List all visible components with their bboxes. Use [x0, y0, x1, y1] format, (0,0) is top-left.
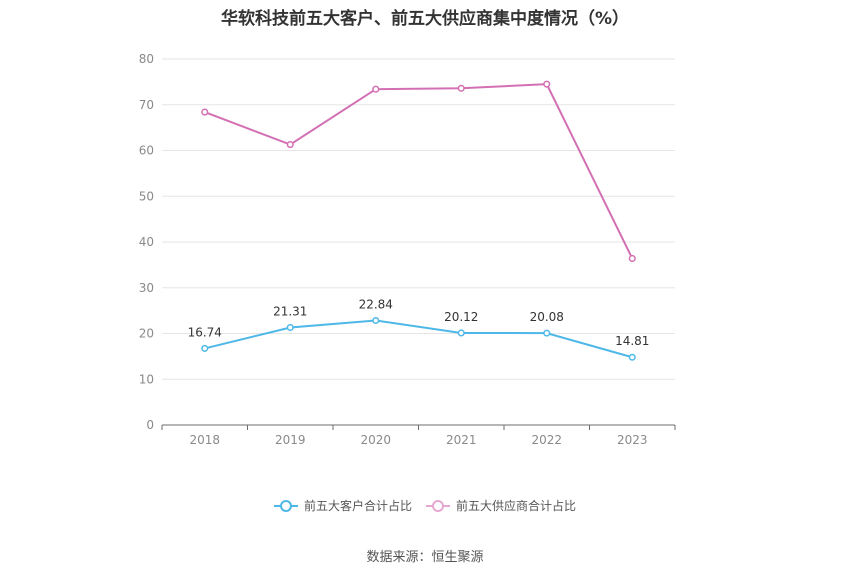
data-point-0-2020[interactable]	[372, 316, 380, 325]
data-point-0-2018[interactable]	[201, 344, 209, 352]
data-point-1-2023[interactable]	[628, 254, 636, 263]
data-point-0-2019[interactable]	[286, 323, 294, 332]
data-point-1-2018[interactable]	[201, 108, 209, 116]
y-tick-label: 50	[139, 189, 154, 203]
x-tick-label-2020: 2020	[360, 433, 391, 447]
axis-layer: 0 10 20 30 40 50 60 70 80 2018 2019 2020 2021 2022 202…	[139, 52, 676, 447]
data-label-0-2019: 21.31	[273, 305, 307, 319]
y-tick-label: 30	[139, 281, 154, 295]
y-tick-label: 60	[139, 144, 154, 158]
legend-item-suppliers[interactable]: 前五大供应商合计占比	[426, 497, 576, 514]
legend-marker-customers-icon	[273, 499, 298, 512]
data-point-1-2019[interactable]	[286, 141, 294, 149]
series-line-1	[204, 83, 634, 259]
data-label-0-2021: 20.12	[444, 310, 478, 324]
data-point-1-2020[interactable]	[372, 85, 380, 93]
legend-item-customers[interactable]: 前五大客户合计占比	[273, 497, 412, 514]
legend: 前五大客户合计占比 前五大供应商合计占比	[0, 497, 850, 514]
y-tick-label: 0	[146, 418, 154, 432]
x-tick-label-2018: 2018	[189, 433, 220, 447]
series-layer	[201, 80, 636, 361]
y-tick-label: 70	[139, 98, 154, 112]
data-point-0-2023[interactable]	[628, 353, 636, 361]
y-tick-label: 40	[139, 235, 154, 249]
legend-label-customers: 前五大客户合计占比	[303, 499, 412, 513]
data-label-0-2022: 20.08	[530, 310, 564, 324]
y-tick-label: 20	[139, 327, 154, 341]
data-label-0-2020: 22.84	[359, 298, 393, 312]
data-point-0-2021[interactable]	[457, 329, 465, 337]
data-label-0-2018: 16.74	[188, 325, 222, 339]
legend-marker-suppliers-icon	[426, 499, 450, 512]
x-tick-label-2021: 2021	[446, 433, 477, 447]
data-point-0-2022[interactable]	[543, 329, 551, 337]
label-layer: 16.74 21.31 22.84 20.12 20.08 14.81	[188, 298, 650, 349]
data-label-0-2023: 14.81	[615, 334, 649, 348]
series-line-0	[204, 319, 633, 359]
data-point-1-2021[interactable]	[457, 84, 465, 92]
grid-layer	[162, 58, 675, 380]
data-point-1-2022[interactable]	[543, 80, 551, 88]
y-tick-label: 80	[139, 52, 154, 66]
x-tick-label-2022: 2022	[531, 433, 562, 447]
legend-label-suppliers: 前五大供应商合计占比	[456, 499, 577, 513]
chart-title: 华软科技前五大客户、前五大供应商集中度情况（%）	[220, 9, 630, 29]
x-tick-label-2023: 2023	[617, 433, 648, 447]
y-tick-label: 10	[139, 372, 154, 386]
x-tick-label-2019: 2019	[275, 433, 306, 447]
source-note: 数据来源：恒生聚源	[366, 550, 484, 565]
